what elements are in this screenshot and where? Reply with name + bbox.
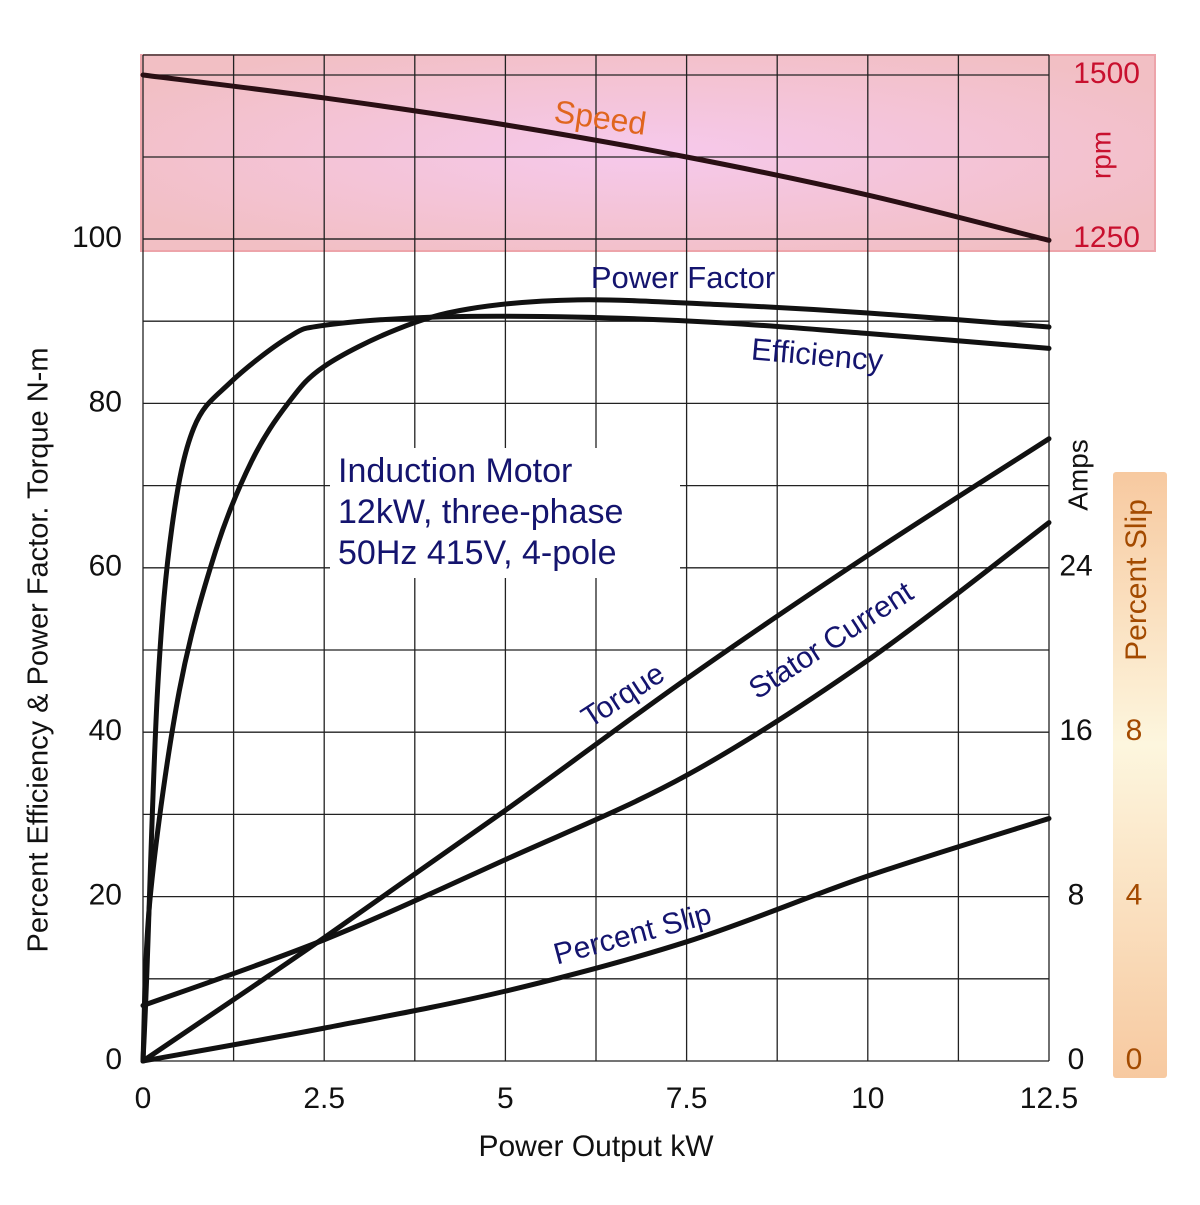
curve bbox=[140, 816, 1052, 1064]
y2-tick-label: 8 bbox=[1068, 879, 1085, 912]
y3-tick-label: 0 bbox=[1126, 1043, 1143, 1076]
y2-tick-label: 16 bbox=[1059, 714, 1092, 747]
y4-axis-title: rpm bbox=[1085, 131, 1116, 179]
curve bbox=[140, 436, 1052, 1064]
y3-axis-title: Percent Slip bbox=[1120, 499, 1153, 661]
y-tick-label: 40 bbox=[89, 714, 122, 747]
y-tick-label: 100 bbox=[72, 221, 122, 254]
x-tick-label: 10 bbox=[851, 1082, 884, 1115]
x-axis-title: Power Output kW bbox=[478, 1130, 714, 1163]
curves bbox=[140, 72, 1052, 1064]
annotation-line: Induction Motor bbox=[338, 452, 572, 490]
curve bbox=[140, 520, 1052, 1009]
curve bbox=[140, 72, 1052, 243]
x-tick-label: 12.5 bbox=[1020, 1082, 1078, 1115]
curve bbox=[140, 297, 1052, 1064]
y-tick-label: 20 bbox=[89, 879, 122, 912]
y4-tick-label: 1500 bbox=[1073, 57, 1140, 90]
x-tick-label: 2.5 bbox=[303, 1082, 345, 1115]
y3-tick-label: 8 bbox=[1126, 714, 1143, 747]
annotation-line: 50Hz 415V, 4-pole bbox=[338, 534, 617, 572]
y-tick-label: 0 bbox=[105, 1043, 122, 1076]
x-tick-label: 0 bbox=[135, 1082, 152, 1115]
y3-tick-label: 4 bbox=[1126, 879, 1143, 912]
y4-tick-label: 1250 bbox=[1073, 221, 1140, 254]
y2-axis-title: Amps bbox=[1062, 439, 1093, 511]
slip-axis-band bbox=[1113, 472, 1167, 1078]
annotation-box bbox=[330, 448, 680, 578]
annotation-line: 12kW, three-phase bbox=[338, 493, 623, 531]
speed-panel bbox=[140, 54, 1156, 252]
y-axis-title: Percent Efficiency & Power Factor. Torqu… bbox=[23, 348, 55, 953]
x-tick-label: 7.5 bbox=[666, 1082, 708, 1115]
curve bbox=[140, 313, 1052, 1064]
series-label: Power Factor bbox=[591, 260, 775, 295]
x-tick-label: 5 bbox=[497, 1082, 514, 1115]
y-tick-label: 80 bbox=[89, 385, 122, 418]
y2-tick-label: 24 bbox=[1059, 550, 1092, 583]
y-tick-label: 60 bbox=[89, 550, 122, 583]
y2-tick-label: 0 bbox=[1068, 1043, 1085, 1076]
